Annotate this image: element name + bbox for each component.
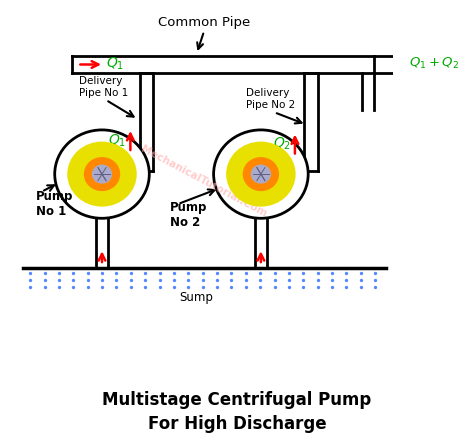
Text: $Q_1$: $Q_1$ xyxy=(109,132,127,149)
Circle shape xyxy=(227,142,295,206)
Circle shape xyxy=(55,130,149,218)
Circle shape xyxy=(251,165,270,183)
Text: Pump
No 1: Pump No 1 xyxy=(36,190,73,218)
Circle shape xyxy=(92,165,111,183)
Text: Pump
No 2: Pump No 2 xyxy=(170,201,208,229)
Text: Multistage Centrifugal Pump
For High Discharge: Multistage Centrifugal Pump For High Dis… xyxy=(102,391,372,433)
Text: $Q_2$: $Q_2$ xyxy=(273,136,291,152)
Circle shape xyxy=(84,158,119,190)
Text: Sump: Sump xyxy=(180,291,213,304)
Text: Delivery
Pipe No 1: Delivery Pipe No 1 xyxy=(79,76,128,98)
Text: Common Pipe: Common Pipe xyxy=(158,16,250,29)
Text: $Q_1+Q_2$: $Q_1+Q_2$ xyxy=(409,56,459,71)
Text: MechanicalTutorial.Com: MechanicalTutorial.Com xyxy=(139,144,269,219)
Circle shape xyxy=(68,142,136,206)
Circle shape xyxy=(243,158,278,190)
Circle shape xyxy=(214,130,308,218)
Text: $Q_1$: $Q_1$ xyxy=(106,56,124,72)
Text: Delivery
Pipe No 2: Delivery Pipe No 2 xyxy=(246,88,295,110)
